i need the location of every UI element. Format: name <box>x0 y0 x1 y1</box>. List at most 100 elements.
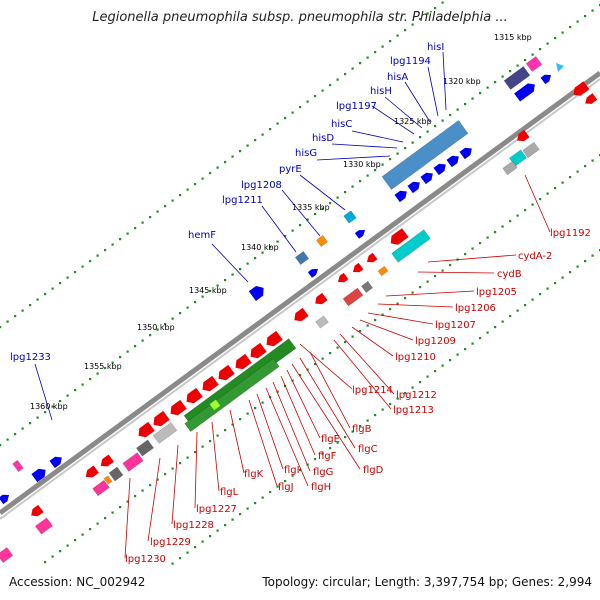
label-lpg1229[interactable]: lpg1229 <box>150 537 191 548</box>
leader-line <box>291 363 361 470</box>
tick-dot <box>216 284 219 287</box>
label-lpg1209[interactable]: lpg1209 <box>415 336 456 347</box>
label-lpg1211[interactable]: lpg1211 <box>222 195 263 206</box>
tick-dot <box>494 231 497 234</box>
label-hisH[interactable]: hisH <box>370 86 392 97</box>
tick-dot <box>239 513 242 516</box>
label-flgE[interactable]: flgE <box>321 434 340 445</box>
tick-dot <box>269 128 272 131</box>
label-lpg1205[interactable]: lpg1205 <box>476 287 517 298</box>
tick-dot <box>246 507 249 510</box>
label-hemF[interactable]: hemF <box>188 230 216 241</box>
label-lpg1212[interactable]: lpg1212 <box>396 390 437 401</box>
tick-dot <box>434 125 437 128</box>
label-lpg1207[interactable]: lpg1207 <box>435 320 476 331</box>
gene-reverse-arrow <box>517 129 530 142</box>
tick-dot <box>381 45 384 48</box>
tick-dot <box>156 210 159 213</box>
label-lpg1213[interactable]: lpg1213 <box>393 405 434 416</box>
label-lpg1206[interactable]: lpg1206 <box>455 303 496 314</box>
label-cydB[interactable]: cydB <box>497 269 522 280</box>
label-lpg1208[interactable]: lpg1208 <box>241 180 282 191</box>
tick-dot <box>179 312 182 315</box>
gene-reverse-arrow <box>138 421 155 438</box>
leader-line <box>248 399 278 487</box>
tick-dot <box>51 287 54 290</box>
tick-dot <box>434 7 437 10</box>
label-pyrE[interactable]: pyrE <box>279 164 302 175</box>
tick-dot <box>531 203 534 206</box>
tick-dot <box>509 315 512 318</box>
tick-dot <box>269 246 272 249</box>
label-flgJ[interactable]: flgJ <box>278 482 294 493</box>
gene-lpg1211-box <box>294 251 310 265</box>
label-hisC[interactable]: hisC <box>331 119 352 130</box>
gene-reverse-arrow <box>170 399 187 416</box>
gene-reverse-arrow <box>31 504 44 517</box>
gene-reverse-arrow <box>235 353 252 370</box>
label-flgD[interactable]: flgD <box>363 465 384 476</box>
tick-dot <box>329 447 332 450</box>
label-lpg1192[interactable]: lpg1192 <box>550 228 591 239</box>
backbone-line-inner <box>0 78 600 520</box>
tick-dot <box>351 67 354 70</box>
label-lpg1228[interactable]: lpg1228 <box>173 520 214 531</box>
tick-dot <box>411 291 414 294</box>
tick-dot <box>291 379 294 382</box>
label-hisA[interactable]: hisA <box>387 72 408 83</box>
tick-dot <box>591 254 594 257</box>
label-flgG[interactable]: flgG <box>313 467 333 478</box>
tick-dot <box>81 383 84 386</box>
tick-dot <box>344 341 347 344</box>
leader-line <box>299 174 346 211</box>
tick-dot <box>336 78 339 81</box>
label-flgI[interactable]: flgI <box>284 465 300 476</box>
tick-dot <box>246 144 249 147</box>
label-flgF[interactable]: flgF <box>318 451 337 462</box>
label-hisD[interactable]: hisD <box>312 133 334 144</box>
label-lpg1214[interactable]: lpg1214 <box>352 385 393 396</box>
tick-dot <box>179 462 182 465</box>
tick-dot <box>344 436 347 439</box>
tick-dot <box>479 242 482 245</box>
label-flgH[interactable]: flgH <box>311 482 331 493</box>
gene-flg-cluster <box>184 358 280 432</box>
tick-dot <box>186 551 189 554</box>
gene-forward-arrow <box>459 147 472 160</box>
tick-dot <box>449 114 452 117</box>
scale-labels: 1315 kbp 1320 kbp 1325 kbp 1330 kbp 1335 kbp… <box>30 33 532 411</box>
label-lpg1227[interactable]: lpg1227 <box>196 504 237 515</box>
label-leader-lines <box>34 51 551 559</box>
gene-his-operon <box>381 120 469 190</box>
label-hisG[interactable]: hisG <box>295 148 317 159</box>
label-lpg1230[interactable]: lpg1230 <box>125 554 166 565</box>
leader-line <box>339 333 395 395</box>
tick-dot <box>426 280 429 283</box>
tick-dot <box>239 418 242 421</box>
leader-line <box>299 343 353 390</box>
tick-dot <box>471 247 474 250</box>
label-hisI[interactable]: hisI <box>427 42 444 53</box>
tick-dot <box>306 218 309 221</box>
gene-forward-arrow <box>394 190 407 203</box>
tick-dot <box>111 511 114 514</box>
tick-dot <box>231 273 234 276</box>
label-cydA-2[interactable]: cydA-2 <box>518 251 552 262</box>
gene-forward-arrow <box>49 456 62 469</box>
gene-forward-box <box>503 66 531 90</box>
tick-dot <box>201 177 204 180</box>
gene-forward-small <box>556 63 564 72</box>
label-lpg1233[interactable]: lpg1233 <box>10 352 51 363</box>
label-flgC[interactable]: flgC <box>358 444 378 455</box>
label-flgK[interactable]: flgK <box>244 469 264 480</box>
label-flgB[interactable]: flgB <box>352 424 372 435</box>
label-lpg1197[interactable]: lpg1197 <box>336 101 377 112</box>
tick-dot <box>89 378 92 381</box>
tick-dot <box>314 95 317 98</box>
label-lpg1194[interactable]: lpg1194 <box>390 56 431 67</box>
label-flgL[interactable]: flgL <box>220 487 239 498</box>
tick-dot <box>81 533 84 536</box>
tick-dot <box>291 229 294 232</box>
tick-dot <box>449 359 452 362</box>
label-lpg1210[interactable]: lpg1210 <box>395 352 436 363</box>
